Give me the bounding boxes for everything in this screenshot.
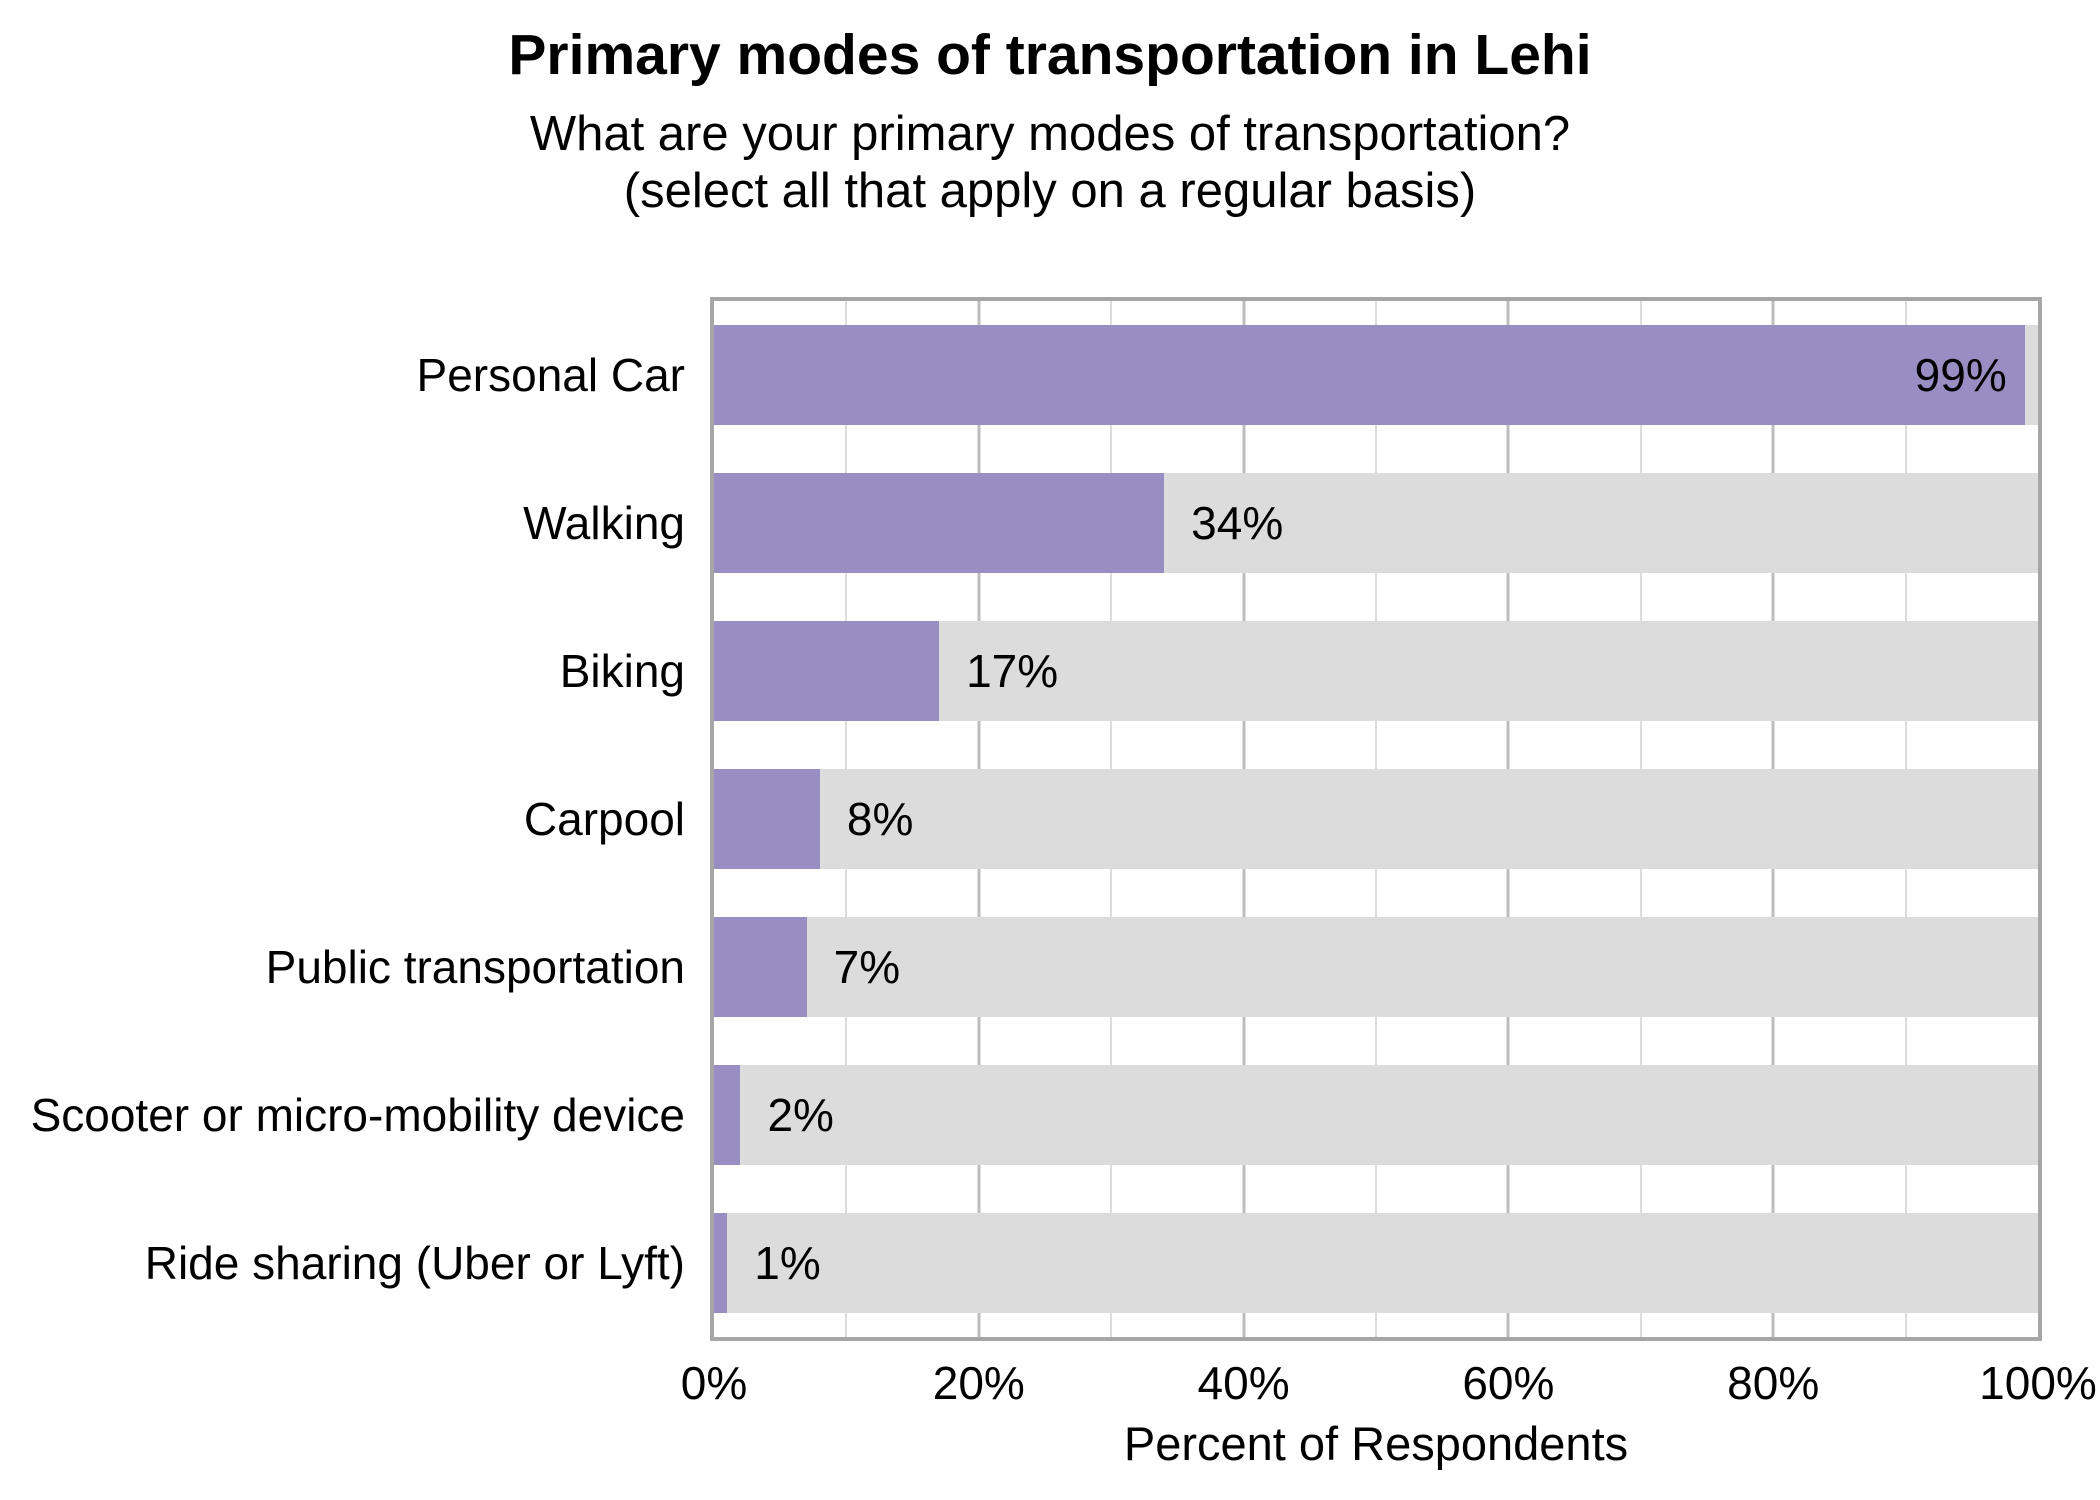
x-tick-label: 0% [680,1357,748,1409]
x-tick-label: 40% [1197,1357,1290,1409]
bar-value-label: 17% [966,645,1059,697]
bar-value-label: 1% [754,1237,821,1289]
bar-row: 17% [714,597,2038,745]
bar [714,917,807,1017]
y-axis-label: Biking [559,645,685,697]
bar-row: 34% [714,449,2038,597]
bar-value-label: 99% [1914,349,2007,401]
bar-row: 1% [714,1189,2038,1337]
y-axis-label: Personal Car [416,349,685,401]
y-axis-label: Walking [523,497,685,549]
x-tick-label: 100% [1979,1357,2097,1409]
bar-value-label: 7% [833,941,901,993]
bar-value-label: 2% [767,1089,834,1141]
bar-row: 7% [714,893,2038,1041]
bar-row: 99% [714,301,2038,449]
bar-value-label: 34% [1191,497,1284,549]
bar [714,1065,741,1165]
chart-subtitle-line2: (select all that apply on a regular basi… [623,164,1477,219]
bar-value-label: 8% [846,793,914,845]
plot-panel: 99% 34% 17% 8% 7% 2% 1% [710,297,2042,1341]
bar-track [714,1065,2038,1165]
chart-subtitle-line1: What are your primary modes of transport… [529,107,1571,161]
bar-track [714,769,2038,869]
bar-track [714,917,2038,1017]
bar [714,1213,728,1313]
bar [714,325,2025,425]
bar-row: 2% [714,1041,2038,1189]
bar [714,473,1165,573]
chart-title: Primary modes of transportation in Lehi [508,23,1592,87]
bar [714,621,940,721]
y-axis-label: Public transportation [265,941,685,993]
bar-track [714,1213,2038,1313]
bar [714,769,820,869]
y-axis-label: Ride sharing (Uber or Lyft) [144,1237,685,1289]
x-axis-title: Percent of Respondents [1123,1417,1629,1470]
y-axis-label: Scooter or micro-mobility device [30,1089,685,1141]
bar-row: 8% [714,745,2038,893]
x-tick-label: 20% [932,1357,1025,1409]
y-axis-label: Carpool [523,793,685,845]
x-tick-label: 80% [1727,1357,1820,1409]
x-tick-label: 60% [1462,1357,1555,1409]
chart-subtitle: What are your primary modes of transport… [0,106,2100,221]
